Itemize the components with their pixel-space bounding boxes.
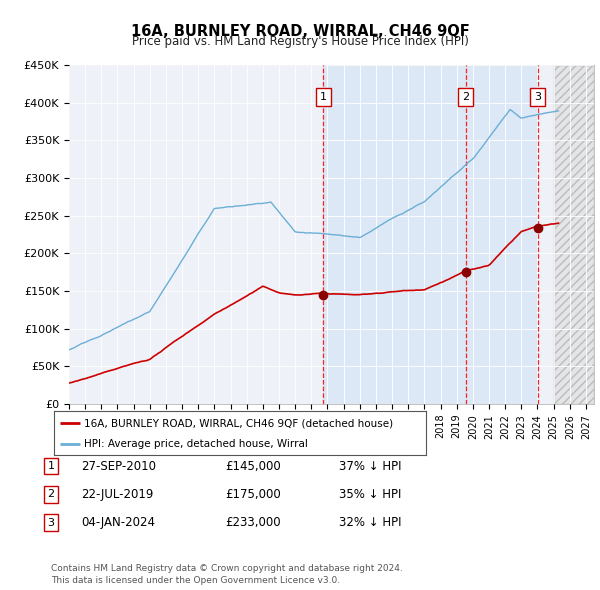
Text: 22-JUL-2019: 22-JUL-2019: [81, 488, 154, 501]
Text: 2: 2: [462, 92, 469, 102]
Text: 16A, BURNLEY ROAD, WIRRAL, CH46 9QF: 16A, BURNLEY ROAD, WIRRAL, CH46 9QF: [131, 24, 469, 38]
Text: £233,000: £233,000: [225, 516, 281, 529]
Bar: [323, 65, 538, 404]
Text: £175,000: £175,000: [225, 488, 281, 501]
Text: 32% ↓ HPI: 32% ↓ HPI: [339, 516, 401, 529]
Text: £145,000: £145,000: [225, 460, 281, 473]
Text: HPI: Average price, detached house, Wirral: HPI: Average price, detached house, Wirr…: [84, 440, 308, 450]
Text: 2: 2: [47, 490, 55, 499]
Text: 35% ↓ HPI: 35% ↓ HPI: [339, 488, 401, 501]
Text: 16A, BURNLEY ROAD, WIRRAL, CH46 9QF (detached house): 16A, BURNLEY ROAD, WIRRAL, CH46 9QF (det…: [84, 418, 393, 428]
Text: 3: 3: [534, 92, 541, 102]
Text: 04-JAN-2024: 04-JAN-2024: [81, 516, 155, 529]
Text: 3: 3: [47, 518, 55, 527]
Text: 27-SEP-2010: 27-SEP-2010: [81, 460, 156, 473]
Text: 37% ↓ HPI: 37% ↓ HPI: [339, 460, 401, 473]
Bar: [554, 65, 594, 404]
Text: Price paid vs. HM Land Registry's House Price Index (HPI): Price paid vs. HM Land Registry's House …: [131, 35, 469, 48]
Text: Contains HM Land Registry data © Crown copyright and database right 2024.
This d: Contains HM Land Registry data © Crown c…: [51, 565, 403, 585]
Text: 1: 1: [320, 92, 327, 102]
Text: 1: 1: [47, 461, 55, 471]
